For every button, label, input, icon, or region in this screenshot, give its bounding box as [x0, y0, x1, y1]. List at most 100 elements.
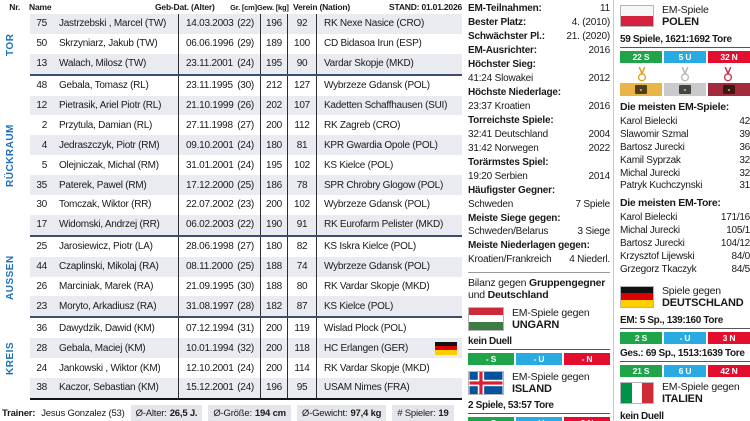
ranking-row: Kamil Syprzak 32 — [620, 154, 750, 167]
stat-value: 4 Niederl. — [569, 254, 610, 266]
player-age: (24) — [237, 159, 254, 171]
ranking-row: Patryk Kuchczynski 31 — [620, 179, 750, 192]
ranking-value: 105/1 — [726, 225, 750, 237]
stat-row: 32:41 Deutschland 2004 — [468, 127, 610, 141]
chip-value: 194 cm — [254, 408, 286, 419]
player-birthdate: 17.12.2000 — [178, 175, 234, 196]
player-club: SPR Chrobry Glogow (POL) — [316, 175, 462, 196]
table-header: Nr. Name Geb-Dat. (Alter) Gr. [cm] Gew. … — [0, 0, 462, 14]
player-number: 5 — [41, 159, 48, 171]
stat-label: Schwächster Pl.: — [468, 31, 545, 43]
player-height: 195 — [260, 155, 287, 176]
player-birthdate: 28.06.1998 — [178, 236, 234, 257]
player-club: KS Kielce (POL) — [316, 296, 462, 317]
player-age: (22) — [237, 18, 254, 30]
result-badge: 5 U — [664, 51, 706, 63]
vs-label: Spiele gegen — [662, 284, 721, 297]
stat-value: 2014 — [588, 170, 611, 182]
position-label-aussen: AUSSEN — [5, 255, 16, 300]
ranking-player: Michal Jurecki — [620, 167, 680, 179]
table-row: 5 Olejniczak, Michal (RM) 31.01.2001 (24… — [30, 155, 462, 176]
stat-value: 2012 — [588, 73, 611, 85]
stat-value: 21. (2020) — [566, 31, 610, 43]
player-weight: 92 — [287, 14, 316, 34]
player-club: KS Iskra Kielce (POL) — [316, 236, 462, 257]
most-games-list: Karol Bielecki 42 Slawomir Szmal 39 Bart… — [620, 115, 750, 192]
player-height: 200 — [260, 358, 287, 379]
stat-row: 19:20 Serbien 2014 — [468, 169, 610, 183]
player-height: 202 — [260, 95, 287, 116]
ranking-player: Krzysztof Lijewski — [620, 250, 695, 262]
iceland-flag-icon — [468, 370, 504, 395]
section-kreis: 36 Dawydzik, Dawid (KM) 07.12.1994 (31) … — [30, 316, 462, 398]
stat-row: Häufigster Gegner: — [468, 183, 610, 197]
iceland-record: 2 Spiele, 53:57 Tore — [468, 400, 610, 414]
stat-value: 3 Siege — [577, 226, 610, 238]
stat-row: Höchste Niederlage: — [468, 86, 610, 100]
player-number: 2 — [41, 119, 48, 131]
trainer-label: Trainer: — [2, 408, 36, 419]
player-number: 23 — [36, 300, 47, 312]
ranking-row: Bartosz Jurecki 104/12 — [620, 237, 750, 250]
player-name: Jedraszczyk, Piotr (RM) — [59, 139, 160, 151]
player-club-label: SPR Chrobry Glogow (POL) — [324, 179, 444, 191]
vs-label: EM-Spiele gegen — [512, 370, 590, 383]
result-badge: - U — [664, 331, 706, 344]
result-badge: 2 S — [620, 331, 662, 344]
player-weight: 80 — [287, 276, 316, 297]
player-name: Gebala, Tomasz (RL) — [59, 80, 149, 92]
player-club: KPR Gwardia Opole (POL) — [316, 135, 462, 156]
ranking-player: Patryk Kuchczynski — [620, 180, 703, 192]
table-row: 38 Kaczor, Sebastian (KM) 15.12.2001 (24… — [30, 378, 462, 398]
table-row: 4 Jedraszczyk, Piotr (RM) 09.10.2001 (24… — [30, 135, 462, 156]
stat-row: Kroatien/Frankreich 4 Niederl. — [468, 253, 610, 267]
team-average-chip: Ø-Alter: 26,5 J. — [130, 405, 203, 421]
player-weight: 102 — [287, 155, 316, 176]
player-number: 13 — [36, 58, 47, 70]
team-average-chip: # Spieler: 19 — [392, 405, 454, 421]
ranking-player: Bartosz Jurecki — [620, 141, 685, 153]
player-birthdate: 10.01.1994 — [178, 338, 234, 359]
bronze-medal-icon — [707, 67, 750, 82]
stat-label: 41:24 Slowakei — [468, 73, 534, 85]
player-birthdate: 23.11.2001 — [178, 53, 233, 74]
stat-row: Meiste Niederlagen gegen: — [468, 239, 610, 253]
most-goals-list: Karol Bielecki 171/16 Michal Jurecki 105… — [620, 211, 750, 275]
table-row: 13 Walach, Milosz (TW) 23.11.2001 (24) 1… — [30, 53, 462, 74]
stat-label: 19:20 Serbien — [468, 170, 528, 182]
player-birthdate: 27.11.1998 — [178, 115, 233, 136]
ranking-row: Karol Bielecki 42 — [620, 115, 750, 128]
player-club: USAM Nimes (FRA) — [316, 378, 462, 398]
player-club-label: USAM Nimes (FRA) — [324, 382, 410, 394]
stat-label: 31:42 Norwegen — [468, 142, 539, 154]
player-club-label: Kadetten Schaffhausen (SUI) — [324, 100, 448, 111]
header-height: Gr. [cm] — [230, 2, 257, 12]
player-birthdate: 06.06.1996 — [178, 33, 234, 54]
germany-total-badges: 21 S 6 U 42 N — [620, 364, 750, 377]
player-height: 182 — [260, 296, 287, 317]
hungary-block-header: EM-Spiele gegen UNGARN — [468, 306, 610, 331]
player-age: (27) — [237, 119, 254, 131]
player-club-label: KS Iskra Kielce (POL) — [324, 241, 417, 253]
player-weight: 100 — [287, 33, 316, 54]
player-number: 28 — [36, 342, 47, 354]
player-name: Kaczor, Sebastian (KM) — [59, 382, 159, 394]
section-rueckraum: 48 Gebala, Tomasz (RL) 23.11.1995 (30) 2… — [30, 73, 462, 235]
stat-label: Höchster Sieg: — [468, 59, 536, 71]
chip-label: Ø-Alter: — [135, 408, 167, 419]
stat-value: 2004 — [588, 128, 611, 140]
ranking-row: Slawomir Szmal 39 — [620, 128, 750, 141]
stat-row: Schweden 7 Spiele — [468, 197, 610, 211]
player-number: 44 — [36, 261, 47, 273]
medal-count-bar: - — [664, 83, 706, 96]
stat-value: 2022 — [588, 142, 611, 154]
player-birthdate: 07.12.1994 — [178, 318, 234, 339]
player-weight: 74 — [287, 256, 316, 277]
iceland-block-header: EM-Spiele gegen ISLAND — [468, 370, 610, 395]
player-club-label: RK Nexe Nasice (CRO) — [324, 18, 425, 30]
stat-label: Schweden/Belarus — [468, 226, 549, 238]
stat-row: Meiste Siege gegen: — [468, 211, 610, 225]
player-height: 186 — [260, 175, 287, 196]
header-weight: Gew. [kg] — [257, 2, 289, 12]
ranking-value: 36 — [739, 141, 750, 153]
